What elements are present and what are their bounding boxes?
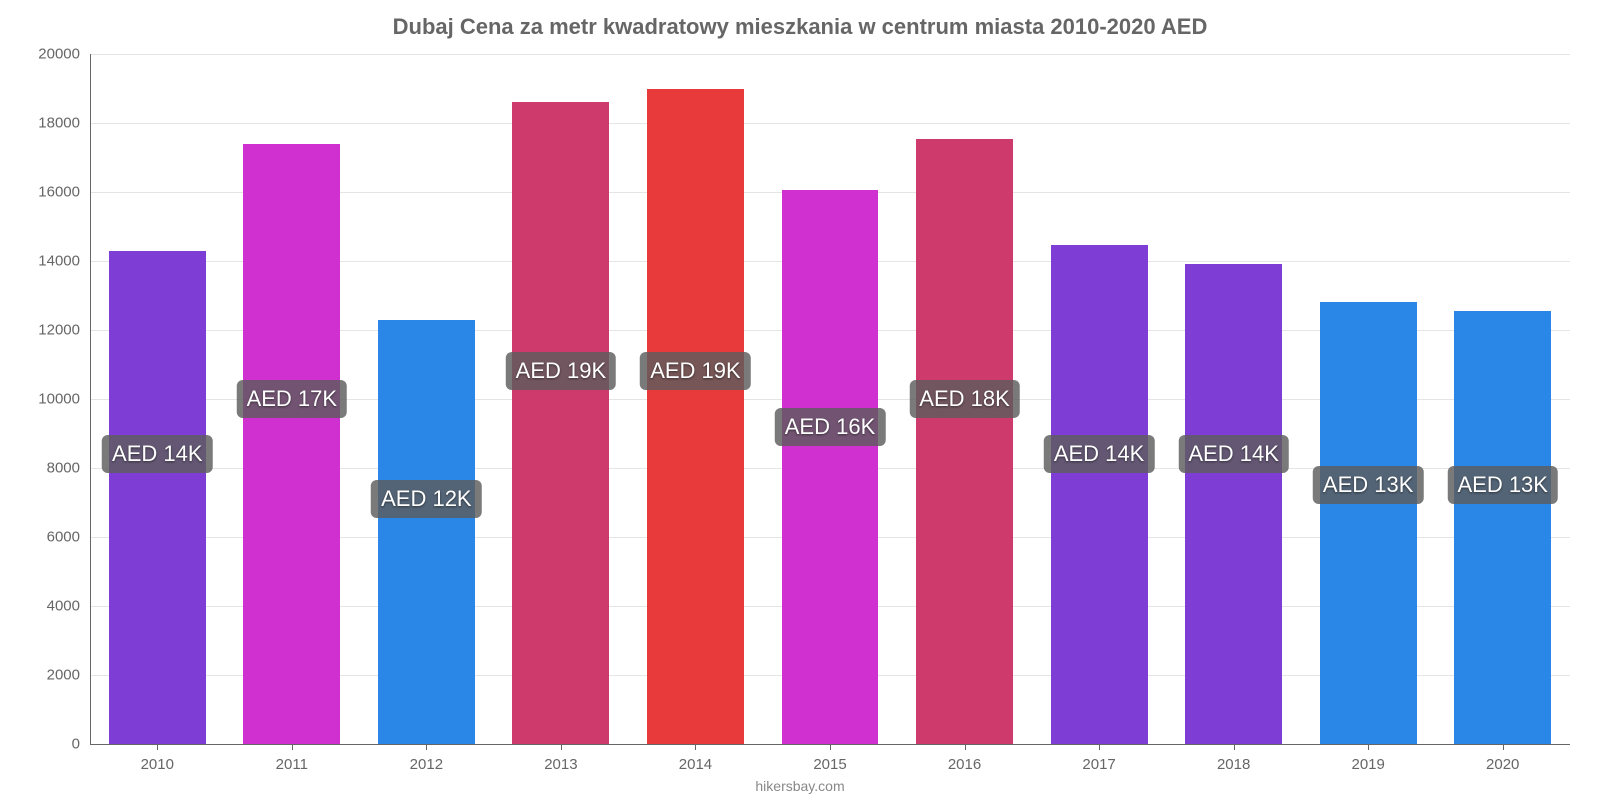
x-tick-mark — [292, 744, 293, 750]
x-tick-mark — [561, 744, 562, 750]
value-pill: AED 13K — [1313, 466, 1424, 504]
bar — [647, 89, 744, 745]
x-tick-label: 2012 — [410, 756, 443, 773]
bar — [243, 144, 340, 744]
bar — [916, 139, 1013, 744]
y-tick-label: 16000 — [20, 184, 80, 201]
x-tick-label: 2017 — [1082, 756, 1115, 773]
x-tick-label: 2018 — [1217, 756, 1250, 773]
value-pill: AED 14K — [1178, 435, 1289, 473]
bar — [512, 102, 609, 744]
value-pill: AED 19K — [640, 352, 751, 390]
x-tick-label: 2010 — [141, 756, 174, 773]
bar — [1320, 302, 1417, 744]
bar — [782, 190, 879, 744]
x-tick-label: 2020 — [1486, 756, 1519, 773]
source-text: hikersbay.com — [0, 778, 1600, 794]
x-tick-label: 2014 — [679, 756, 712, 773]
x-tick-mark — [830, 744, 831, 750]
x-tick-mark — [426, 744, 427, 750]
y-tick-label: 18000 — [20, 115, 80, 132]
x-tick-mark — [157, 744, 158, 750]
value-pill: AED 18K — [909, 380, 1020, 418]
x-tick-label: 2019 — [1351, 756, 1384, 773]
x-tick-label: 2015 — [813, 756, 846, 773]
y-tick-label: 4000 — [20, 598, 80, 615]
x-tick-label: 2011 — [276, 756, 308, 773]
y-tick-label: 10000 — [20, 391, 80, 408]
value-pill: AED 13K — [1447, 466, 1558, 504]
y-tick-label: 14000 — [20, 253, 80, 270]
y-tick-label: 12000 — [20, 322, 80, 339]
x-tick-label: 2013 — [544, 756, 577, 773]
bar — [1454, 311, 1551, 744]
value-pill: AED 14K — [1044, 435, 1155, 473]
value-pill: AED 16K — [775, 408, 886, 446]
y-tick-label: 2000 — [20, 667, 80, 684]
x-tick-mark — [1234, 744, 1235, 750]
bar — [1185, 264, 1282, 744]
x-tick-mark — [1099, 744, 1100, 750]
value-pill: AED 12K — [371, 480, 482, 518]
plot-area: AED 14K AED 17K AED 12K AED 19K AED 19K AED 1… — [90, 54, 1570, 744]
value-pill: AED 17K — [237, 380, 348, 418]
value-pill: AED 14K — [102, 435, 213, 473]
bar — [378, 320, 475, 744]
y-tick-label: 20000 — [20, 46, 80, 63]
y-tick-label: 8000 — [20, 460, 80, 477]
chart-title: Dubaj Cena za metr kwadratowy mieszkania… — [0, 14, 1600, 40]
x-tick-mark — [1503, 744, 1504, 750]
y-axis-line — [90, 54, 91, 744]
x-tick-mark — [695, 744, 696, 750]
y-tick-label: 0 — [20, 736, 80, 753]
x-tick-label: 2016 — [948, 756, 981, 773]
bar — [1051, 245, 1148, 744]
x-tick-mark — [965, 744, 966, 750]
y-tick-label: 6000 — [20, 529, 80, 546]
bar — [109, 251, 206, 744]
x-tick-mark — [1368, 744, 1369, 750]
value-pill: AED 19K — [506, 352, 617, 390]
